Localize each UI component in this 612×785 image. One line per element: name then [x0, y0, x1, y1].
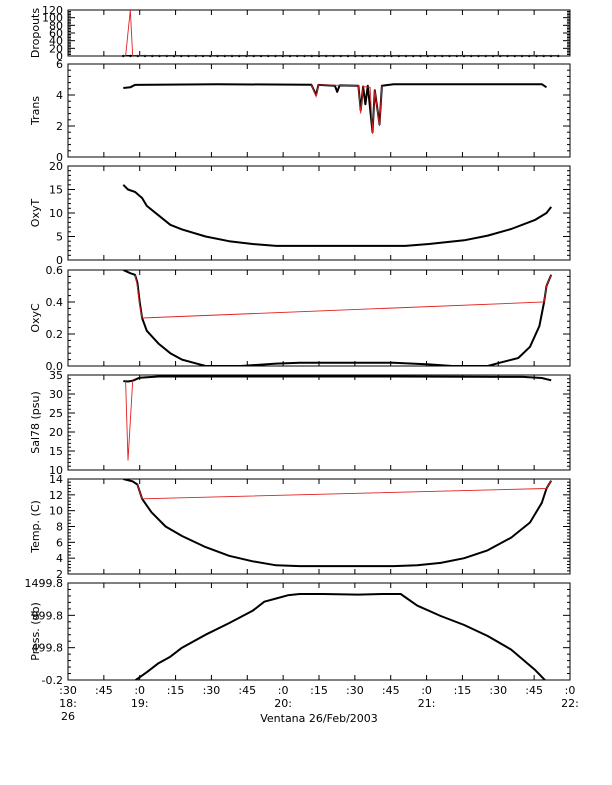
x-tick-label: :15	[167, 684, 185, 697]
panel-frame	[67, 9, 571, 57]
panel-frame	[67, 582, 571, 681]
x-tick-label: :15	[310, 684, 328, 697]
y-axis-label: Sal78 (psu)	[29, 391, 42, 454]
dropout-point	[122, 54, 125, 58]
y-tick-label: 499.8	[32, 642, 64, 655]
y-tick-label: 10	[49, 505, 63, 518]
x-tick-hour: 18:	[59, 697, 77, 710]
panel-frame	[67, 478, 571, 575]
y-tick-label: 100	[42, 12, 63, 25]
y-tick-label: 15	[49, 184, 63, 197]
x-tick-hour: 22:	[561, 697, 579, 710]
series-line-1	[123, 10, 559, 56]
panel-1: Trans 0 2 4 6	[29, 58, 571, 164]
y-tick-label: 120	[42, 4, 63, 17]
x-tick-label: :0	[421, 684, 432, 697]
x-tick-label: :45	[525, 684, 543, 697]
x-tick-hour: 20:	[274, 697, 292, 710]
y-axis-label: Press. (db)	[29, 602, 42, 661]
y-tick-label: 10	[49, 207, 63, 220]
y-tick-label: 20	[49, 42, 63, 55]
y-tick-label: 40	[49, 35, 63, 48]
y-tick-label: 0.2	[46, 328, 64, 341]
series-line-1	[310, 84, 383, 134]
x-tick-label: :0	[134, 684, 145, 697]
series-line-1	[136, 480, 552, 500]
y-tick-label: 20	[49, 160, 63, 173]
y-tick-label: 20	[49, 426, 63, 439]
panel-frame	[67, 63, 571, 158]
x-axis: :3018:26:45:019::15:30:45:020::15:30:45:…	[59, 684, 579, 725]
panel-5: Temp. (C) 2 4 6 8 10 12 14	[29, 473, 571, 581]
y-tick-label: 5	[56, 231, 63, 244]
dropout-point	[557, 54, 560, 58]
y-tick-label: 2	[56, 120, 63, 133]
y-tick-label: -0.2	[42, 674, 63, 687]
x-tick-label: :0	[565, 684, 576, 697]
y-tick-label: 0.6	[46, 264, 64, 277]
series-line-0	[123, 375, 552, 383]
y-tick-label: 999.8	[32, 609, 64, 622]
y-tick-label: 0.0	[46, 360, 64, 373]
y-tick-label: 4	[56, 552, 63, 565]
series-line-0	[123, 479, 553, 568]
y-axis-label: Temp. (C)	[29, 500, 42, 554]
y-tick-label: 6	[56, 58, 63, 71]
x-tick-label: :0	[278, 684, 289, 697]
y-tick-label: 1499.8	[25, 577, 64, 590]
y-tick-label: 80	[49, 19, 63, 32]
x-tick-label: :30	[203, 684, 221, 697]
x-axis-label: Ventana 26/Feb/2003	[260, 712, 378, 725]
y-tick-label: 4	[56, 89, 63, 102]
y-tick-label: 6	[56, 536, 63, 549]
y-tick-label: 35	[49, 369, 63, 382]
y-tick-label: 60	[49, 27, 63, 40]
y-tick-label: 25	[49, 407, 63, 420]
y-tick-label: 10	[49, 464, 63, 477]
y-tick-label: 0.4	[46, 296, 64, 309]
series-line-0	[122, 270, 553, 366]
y-tick-label: 0	[56, 254, 63, 267]
y-axis-label: OxyC	[29, 303, 42, 333]
series-line-0	[123, 83, 548, 134]
x-tick-label: :45	[238, 684, 256, 697]
y-tick-label: 12	[49, 489, 63, 502]
y-tick-label: 14	[49, 473, 63, 486]
panel-2: OxyT 0 5 10 15 20	[29, 160, 571, 267]
x-tick-day: 26	[61, 710, 75, 723]
x-tick-label: :15	[454, 684, 472, 697]
x-tick-label: :30	[489, 684, 507, 697]
series-line-1	[125, 380, 134, 461]
dropout-point	[129, 54, 132, 58]
y-tick-label: 0	[56, 50, 63, 63]
x-tick-label: :30	[346, 684, 364, 697]
y-tick-label: 0	[56, 151, 63, 164]
series-line-1	[134, 274, 552, 319]
panel-4: Sal78 (psu) 10 15 20 25 30 35	[29, 369, 571, 477]
x-tick-label: :45	[382, 684, 400, 697]
series-line-0	[134, 593, 547, 680]
x-tick-hour: 21:	[418, 697, 436, 710]
panel-3: OxyC 0.0 0.2 0.4 0.6	[29, 264, 571, 373]
panel-6: Press. (db)-0.2 499.8 999.8 1499.8	[25, 577, 571, 687]
x-tick-label: :45	[95, 684, 113, 697]
y-tick-label: 8	[56, 521, 63, 534]
y-axis-label: OxyT	[29, 199, 42, 228]
y-tick-label: 15	[49, 445, 63, 458]
series-line-0	[122, 184, 552, 247]
x-tick-hour: 19:	[131, 697, 149, 710]
y-tick-label: 2	[56, 568, 63, 581]
y-tick-label: 30	[49, 388, 63, 401]
x-tick-label: :30	[59, 684, 77, 697]
y-axis-label: Dropouts	[29, 8, 42, 58]
panel-frame	[67, 374, 571, 471]
y-axis-label: Trans	[29, 96, 42, 126]
